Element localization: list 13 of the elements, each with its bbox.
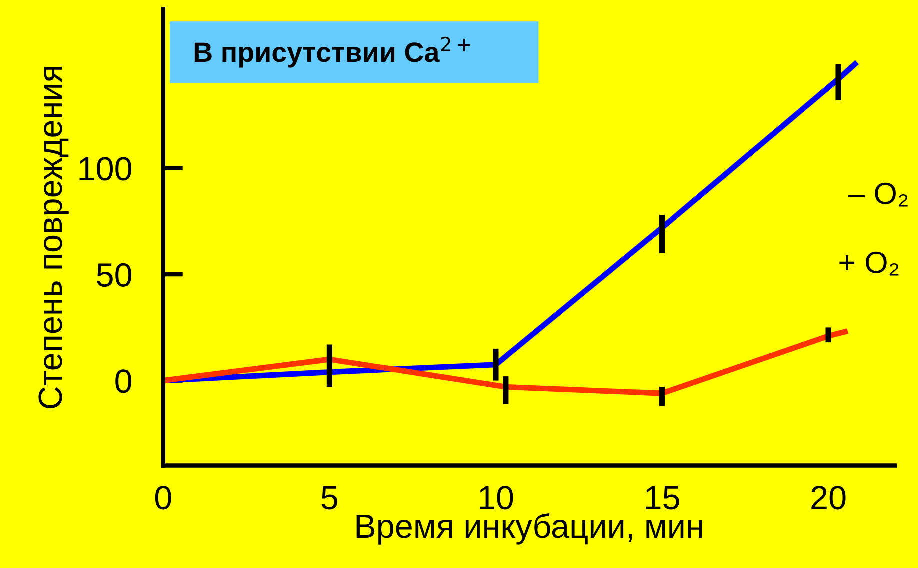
y-tick-label: 50: [97, 263, 132, 287]
series-label: + O₂: [840, 252, 899, 276]
annotation: В присутствии Ca$^{2+}$: [194, 36, 470, 68]
text: – O₂: [848, 182, 908, 207]
x-tick-label: 5: [322, 486, 338, 510]
x-tick-label: 10: [480, 486, 514, 510]
x-axis-title: Время инкубации, мин: [356, 514, 702, 545]
y-axis-title: Степень повреждения: [38, 66, 69, 408]
y-tick-label: 100: [80, 157, 132, 181]
y-tick-label: 0: [116, 370, 132, 394]
x-tick-label: 15: [646, 486, 680, 510]
x-tick-label: 0: [155, 486, 172, 510]
x-tick-label: 20: [812, 486, 846, 510]
